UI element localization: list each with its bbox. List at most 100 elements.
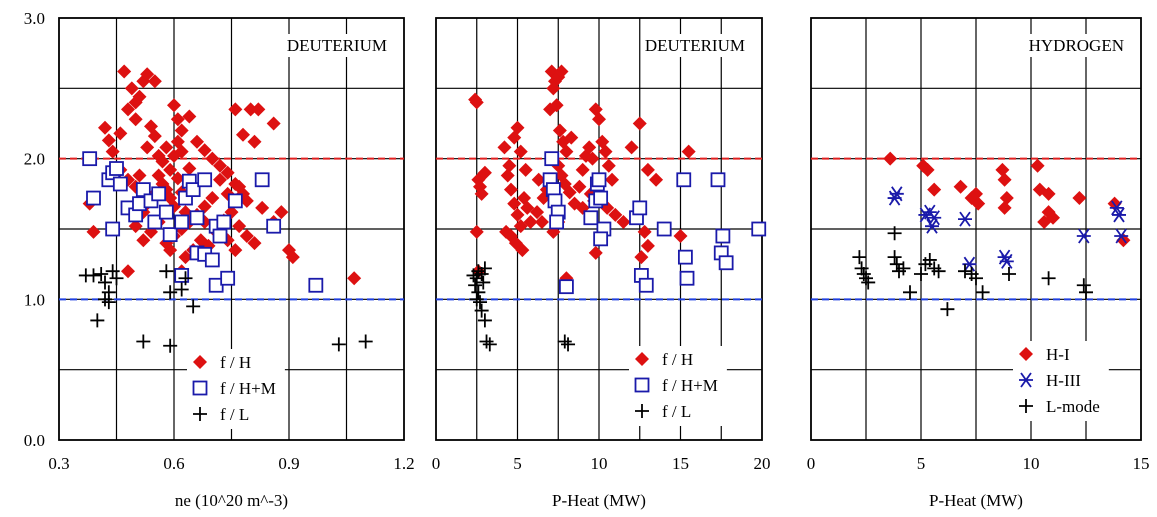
data-point (914, 267, 928, 282)
data-point (640, 162, 655, 177)
data-point (205, 191, 220, 206)
data-point (634, 250, 649, 265)
data-point (925, 218, 939, 234)
data-point (999, 191, 1014, 206)
data-point (593, 190, 609, 206)
data-point (185, 182, 201, 198)
data-point (86, 190, 101, 206)
panel-3: 0 5 10 15 P-Heat (MW) HYDROGEN H-I H-III L-mode (807, 17, 1150, 510)
data-point (559, 279, 574, 295)
data-point (105, 264, 120, 279)
data-point (121, 102, 135, 117)
series-f-h (468, 64, 696, 286)
data-point (105, 144, 120, 159)
x-tick-label: 0.9 (278, 454, 299, 473)
data-point (605, 172, 620, 187)
data-point (308, 277, 324, 293)
data-point (228, 243, 243, 258)
data-point (592, 112, 606, 127)
data-point (559, 144, 574, 159)
x-tick-label: 5 (513, 454, 522, 473)
data-point (1072, 191, 1087, 206)
data-point (479, 334, 494, 349)
data-point (499, 224, 514, 239)
data-point (473, 295, 488, 310)
data-point (285, 250, 300, 265)
data-point (255, 200, 270, 215)
panel-label: DEUTERIUM (645, 36, 745, 55)
data-point (163, 338, 178, 353)
panel-label: HYDROGEN (1029, 36, 1124, 55)
data-point (854, 261, 869, 276)
data-point (476, 275, 491, 290)
panel-label-bg (282, 34, 391, 57)
data-point (174, 214, 190, 230)
x-axis-label: ne (10^20 m^-3) (175, 491, 288, 510)
data-point (1112, 207, 1126, 223)
data-point (632, 200, 648, 216)
data-point (564, 130, 579, 145)
x-axis-label: P-Heat (MW) (929, 491, 1023, 510)
data-point (518, 162, 533, 177)
data-point (710, 172, 726, 188)
data-point (969, 186, 983, 201)
data-point (1030, 158, 1045, 173)
data-point (98, 275, 112, 290)
data-point (593, 231, 609, 247)
data-point (513, 144, 528, 159)
data-point (927, 182, 942, 197)
data-point (113, 126, 128, 141)
data-point (971, 196, 986, 211)
legend: f / H f / H+M f / L (629, 346, 727, 426)
data-point (681, 144, 696, 159)
data-point (953, 179, 968, 194)
data-point (189, 210, 205, 226)
data-point (136, 233, 151, 248)
data-point (477, 261, 492, 276)
legend-label: f / L (220, 405, 249, 424)
data-point (186, 299, 201, 314)
data-point (557, 334, 572, 349)
data-point (531, 172, 546, 187)
data-point (147, 129, 162, 144)
legend-label: L-mode (1046, 397, 1100, 416)
data-point (109, 271, 124, 286)
data-point (995, 162, 1010, 177)
data-point (167, 98, 181, 113)
data-point (1114, 228, 1129, 244)
data-point (232, 179, 247, 194)
panel-label-bg (1024, 34, 1128, 57)
legend: f / H f / H+M f / L (187, 349, 285, 429)
data-point (212, 228, 228, 244)
data-point (135, 182, 151, 198)
data-point (331, 337, 346, 352)
data-point (144, 119, 158, 134)
legend-marker (193, 355, 207, 369)
data-point (601, 158, 616, 173)
data-point (503, 182, 518, 197)
series-f-l (78, 264, 373, 353)
series-f-h-m (542, 151, 767, 295)
data-point (151, 186, 167, 202)
data-point (673, 229, 688, 244)
legend-marker (193, 407, 207, 421)
x-axis-label: P-Heat (MW) (552, 491, 646, 510)
data-point (190, 134, 204, 149)
data-point (751, 221, 767, 237)
x-tick-label: 20 (754, 454, 771, 473)
data-point (997, 200, 1012, 215)
data-point (549, 214, 565, 230)
data-point (162, 227, 178, 243)
data-point (931, 264, 946, 279)
data-point (182, 109, 197, 124)
data-point (544, 151, 560, 167)
data-point (515, 243, 530, 258)
data-point (90, 313, 105, 328)
data-point (975, 285, 990, 300)
data-point (468, 278, 483, 293)
data-point (585, 151, 600, 166)
data-point (228, 102, 243, 117)
data-point (469, 95, 484, 110)
data-point (632, 116, 647, 131)
data-point (1041, 186, 1056, 201)
